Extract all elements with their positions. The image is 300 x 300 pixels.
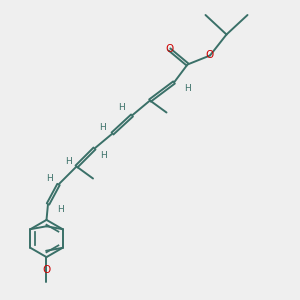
Text: H: H <box>57 206 63 214</box>
Text: H: H <box>184 84 191 93</box>
Text: H: H <box>100 152 107 160</box>
Text: H: H <box>46 174 53 183</box>
Text: O: O <box>165 44 174 55</box>
Text: O: O <box>42 265 51 275</box>
Text: H: H <box>99 123 105 132</box>
Text: H: H <box>118 103 125 112</box>
Text: O: O <box>206 50 214 61</box>
Text: H: H <box>66 158 72 166</box>
